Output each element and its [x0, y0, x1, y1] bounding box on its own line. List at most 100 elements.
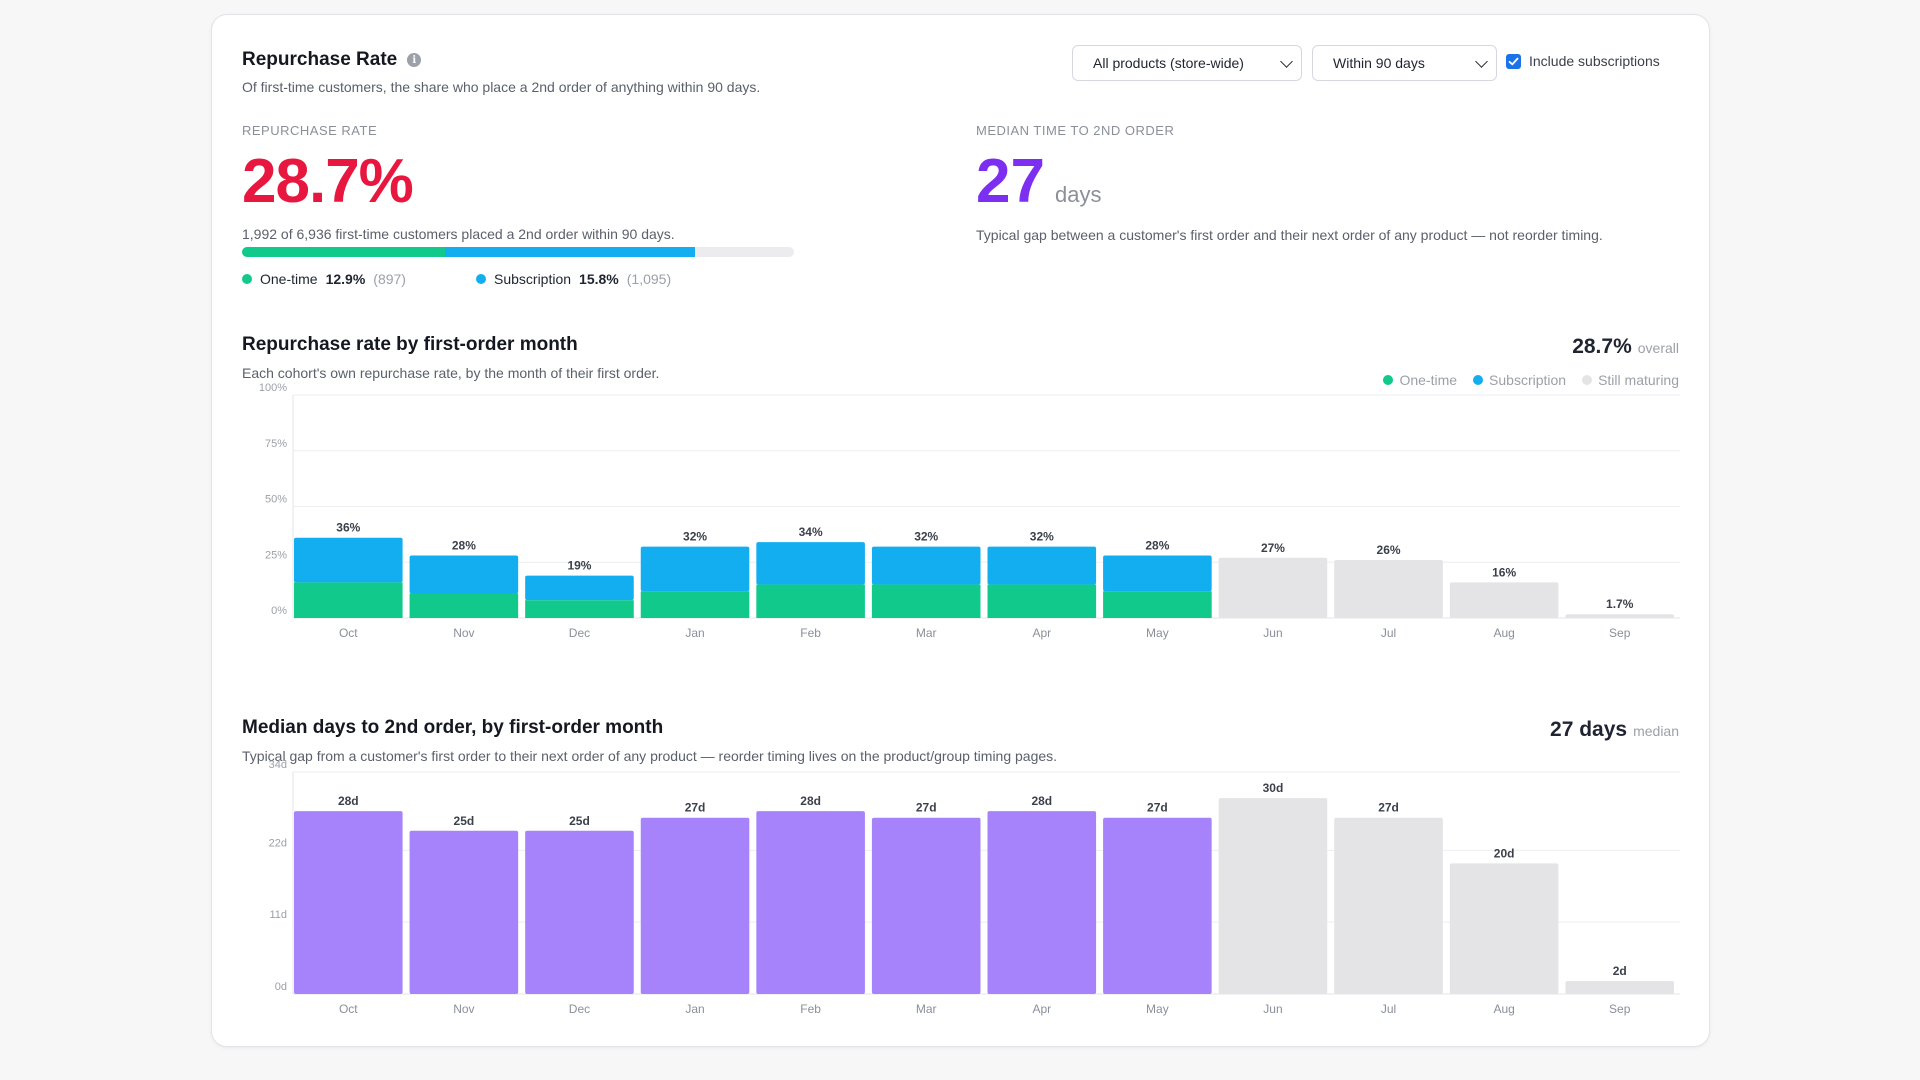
x-tick-label: Jul: [1381, 626, 1396, 640]
data-label: 32%: [1030, 530, 1054, 544]
median-chart-summary: 27 days median: [1550, 718, 1679, 741]
subscription-bar: [871, 546, 981, 585]
data-label: 20d: [1494, 846, 1515, 860]
maturing-bar: [1449, 582, 1559, 618]
subscription-bar: [294, 537, 403, 583]
window-filter-select[interactable]: Within 90 days: [1312, 45, 1497, 81]
x-tick-label: Oct: [339, 626, 358, 640]
maturing-bar: [1334, 560, 1443, 618]
data-label: 28d: [338, 794, 359, 808]
y-tick-label: 50%: [265, 494, 287, 506]
product-filter-select[interactable]: All products (store-wide): [1072, 45, 1302, 81]
data-label: 25d: [454, 814, 475, 828]
one-time-legend: One-time 12.9% (897): [242, 271, 406, 287]
rate-chart-title: Repurchase rate by first-order month: [242, 334, 578, 355]
median-bar: [1103, 817, 1212, 994]
one-time-bar: [409, 593, 519, 618]
y-tick-label: 11d: [269, 909, 287, 921]
median-time-label: MEDIAN TIME TO 2ND ORDER: [976, 123, 1175, 138]
subscription-segment: [445, 247, 695, 257]
x-tick-label: Mar: [916, 1002, 937, 1016]
repurchase-split-bar: [242, 247, 794, 257]
x-tick-label: Jun: [1263, 1002, 1282, 1016]
subscription-bar: [987, 546, 1097, 585]
subscription-legend: Subscription 15.8% (1,095): [476, 271, 671, 287]
data-label: 2d: [1613, 964, 1627, 978]
subscription-bar: [409, 555, 519, 594]
y-tick-label: 75%: [265, 438, 287, 450]
x-tick-label: Apr: [1032, 1002, 1051, 1016]
maturing-bar: [1218, 557, 1328, 618]
x-tick-label: Apr: [1032, 626, 1051, 640]
median-bar: [294, 811, 403, 994]
page-title: Repurchase Rate i: [242, 49, 422, 71]
include-subscriptions-checkbox[interactable]: [1506, 53, 1521, 69]
median-time-value: 27 days: [976, 147, 1102, 216]
x-tick-label: May: [1146, 626, 1169, 640]
median-time-description: Typical gap between a customer's first o…: [976, 227, 1603, 243]
data-label: 1.7%: [1606, 597, 1634, 611]
maturing-bar: [1565, 614, 1674, 618]
one-time-bar: [871, 584, 981, 618]
one-time-bar: [525, 600, 634, 618]
y-tick-label: 0d: [275, 981, 287, 993]
y-tick-label: 100%: [259, 382, 287, 394]
one-time-dot: [242, 274, 252, 284]
maturing-bar: [1449, 863, 1559, 994]
x-tick-label: Nov: [453, 626, 474, 640]
median-bar: [756, 811, 865, 994]
median-days-by-month-chart: 0d 11d 22d 34d 28d Oct 25d Nov 25d Dec 27d Jan 28d Fe…: [269, 759, 1680, 1016]
x-tick-label: Jan: [685, 1002, 704, 1016]
y-tick-label: 22d: [269, 837, 287, 849]
subscription-dot: [476, 274, 486, 284]
median-bar: [987, 811, 1097, 994]
x-tick-label: May: [1146, 1002, 1169, 1016]
repurchase-rate-card: Repurchase Rate i Of first-time customer…: [211, 14, 1710, 1047]
median-bar: [640, 817, 750, 994]
maturing-bar: [1218, 798, 1328, 994]
x-tick-label: Sep: [1609, 626, 1631, 640]
x-tick-label: Aug: [1493, 626, 1514, 640]
data-label: 28d: [1031, 794, 1052, 808]
x-tick-label: Oct: [339, 1002, 358, 1016]
x-tick-label: Jun: [1263, 626, 1282, 640]
subscription-bar: [525, 575, 634, 601]
info-icon[interactable]: i: [407, 53, 422, 67]
data-label: 27d: [1378, 801, 1399, 815]
y-tick-label: 0%: [271, 605, 287, 617]
data-label: 30d: [1263, 781, 1284, 795]
x-tick-label: Mar: [916, 626, 937, 640]
subscription-bar: [640, 546, 750, 592]
subscription-bar: [756, 542, 865, 585]
median-chart-title: Median days to 2nd order, by first-order…: [242, 717, 664, 738]
data-label: 16%: [1492, 565, 1516, 579]
x-tick-label: Jan: [685, 626, 704, 640]
include-subscriptions-toggle[interactable]: Include subscriptions: [1506, 53, 1660, 69]
x-tick-label: Dec: [569, 1002, 590, 1016]
one-time-segment: [242, 247, 446, 257]
median-bar: [871, 817, 981, 994]
x-tick-label: Sep: [1609, 1002, 1631, 1016]
data-label: 28%: [452, 539, 476, 553]
x-tick-label: Feb: [800, 1002, 821, 1016]
maturing-bar: [1334, 817, 1443, 994]
y-tick-label: 25%: [265, 549, 287, 561]
x-tick-label: Jul: [1381, 1002, 1396, 1016]
legend-still-maturing: Still maturing: [1582, 372, 1679, 388]
rate-chart-summary: 28.7% overall: [1572, 335, 1679, 358]
data-label: 19%: [567, 559, 591, 573]
data-label: 27d: [916, 801, 937, 815]
subscription-bar: [1103, 555, 1212, 592]
data-label: 27d: [685, 801, 706, 815]
data-label: 26%: [1377, 543, 1401, 557]
repurchase-rate-value: 28.7%: [242, 147, 414, 216]
x-tick-label: Dec: [569, 626, 590, 640]
legend-one-time: One-time: [1383, 372, 1457, 388]
data-label: 34%: [799, 525, 823, 539]
data-label: 27%: [1261, 541, 1285, 555]
one-time-bar: [756, 584, 865, 618]
repurchase-rate-description: 1,992 of 6,936 first-time customers plac…: [242, 226, 675, 242]
data-label: 36%: [336, 521, 360, 535]
one-time-bar: [294, 582, 403, 618]
rate-by-month-chart: 0% 25% 50% 75% 100% 36% Oct 28% Nov 19% Dec 32% Jan 3…: [259, 382, 1680, 640]
